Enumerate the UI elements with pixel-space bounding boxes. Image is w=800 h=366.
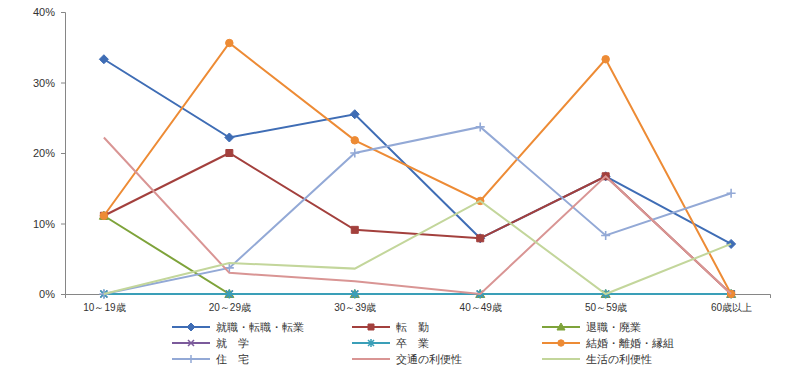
legend-label: 就 学 bbox=[216, 337, 249, 350]
marker bbox=[100, 212, 107, 219]
legend-item: 転 勤 bbox=[352, 321, 429, 334]
legend-item: 就 学 bbox=[172, 337, 249, 350]
legend: 就職・転職・転業 転 勤 退職・廃業就 学 卒 業 結婚・離婚・縁組住 宅 交通の利便性 生… bbox=[172, 321, 674, 366]
y-tick-mark bbox=[61, 153, 65, 154]
marker bbox=[477, 235, 484, 242]
y-tick-label: 20% bbox=[33, 147, 55, 159]
legend-label: 就職・転職・転業 bbox=[216, 321, 304, 334]
legend-marker bbox=[557, 323, 565, 330]
series-line bbox=[104, 137, 731, 294]
marker bbox=[727, 189, 736, 198]
marker bbox=[602, 55, 609, 62]
y-tick-label: 40% bbox=[33, 6, 55, 18]
y-tick-label: 0% bbox=[39, 288, 55, 300]
legend-line bbox=[542, 358, 580, 360]
marker bbox=[351, 137, 358, 144]
chart: 0% 10% 20% 30% 40% 10～19歳 20～29歳 30～39歳 40～49歳 50… bbox=[0, 0, 800, 366]
x-tick-label: 30～39歳 bbox=[334, 302, 376, 313]
plot-area bbox=[99, 39, 735, 298]
legend-label: 交通の利便性 bbox=[396, 353, 462, 366]
legend-label: 卒 業 bbox=[396, 337, 429, 350]
series bbox=[99, 55, 735, 249]
marker bbox=[350, 110, 359, 119]
marker bbox=[727, 239, 736, 248]
marker bbox=[351, 226, 358, 233]
marker bbox=[226, 150, 233, 157]
y-tick: 0% bbox=[39, 288, 65, 300]
legend-marker bbox=[368, 339, 374, 347]
marker bbox=[350, 149, 359, 158]
legend-marker bbox=[368, 324, 374, 330]
marker bbox=[100, 212, 107, 219]
series-line bbox=[104, 153, 731, 294]
series bbox=[100, 290, 734, 299]
x-tick-label: 50～59歳 bbox=[585, 302, 627, 313]
marker bbox=[476, 234, 485, 243]
legend-marker bbox=[187, 355, 195, 363]
legend-item: 退職・廃業 bbox=[542, 321, 641, 334]
y-tick-mark bbox=[61, 12, 65, 13]
legend-marker bbox=[188, 340, 194, 346]
series bbox=[104, 201, 731, 294]
x-axis-line bbox=[66, 295, 771, 299]
y-tick: 20% bbox=[33, 147, 65, 159]
x-tick-label: 60歳以上 bbox=[711, 302, 752, 313]
legend-item: 住 宅 bbox=[172, 353, 249, 366]
y-tick: 40% bbox=[33, 6, 65, 18]
legend-label: 転 勤 bbox=[396, 321, 429, 334]
y-tick-mark bbox=[61, 83, 65, 84]
marker bbox=[226, 290, 233, 299]
x-tick-label: 10～19歳 bbox=[83, 302, 125, 313]
series-line bbox=[104, 43, 731, 294]
series bbox=[100, 39, 735, 297]
y-tick-mark bbox=[61, 294, 65, 295]
marker bbox=[99, 55, 108, 64]
legend-marker bbox=[558, 340, 564, 346]
legend-item: 就職・転職・転業 bbox=[172, 321, 304, 334]
marker bbox=[226, 39, 233, 46]
series-line bbox=[104, 127, 731, 294]
legend-label: 生活の利便性 bbox=[586, 353, 652, 366]
legend-label: 結婚・離婚・縁組 bbox=[585, 337, 674, 350]
marker bbox=[225, 133, 234, 142]
series-line bbox=[104, 201, 731, 294]
y-tick: 30% bbox=[33, 77, 65, 89]
legend-item: 結婚・離婚・縁組 bbox=[542, 337, 674, 350]
series bbox=[99, 122, 735, 298]
y-tick-mark bbox=[61, 224, 65, 225]
x-axis: 10～19歳 20～29歳 30～39歳 40～49歳 50～59歳 60歳以上 bbox=[66, 294, 771, 313]
y-axis-line bbox=[61, 13, 66, 295]
x-tick-label: 20～29歳 bbox=[209, 302, 251, 313]
series-line bbox=[104, 293, 731, 295]
y-tick-label: 30% bbox=[33, 77, 55, 89]
marker bbox=[351, 290, 358, 299]
legend-label: 住 宅 bbox=[216, 353, 249, 366]
legend-item: 交通の利便性 bbox=[352, 353, 462, 366]
legend-line bbox=[352, 358, 390, 360]
series bbox=[104, 137, 731, 294]
series-line bbox=[104, 293, 731, 295]
y-axis: 0% 10% 20% 30% 40% bbox=[33, 6, 66, 300]
marker bbox=[601, 231, 610, 240]
y-tick: 10% bbox=[33, 218, 65, 230]
legend-item: 生活の利便性 bbox=[542, 353, 652, 366]
y-tick-label: 10% bbox=[33, 218, 55, 230]
marker bbox=[476, 122, 485, 131]
legend-label: 退職・廃業 bbox=[586, 321, 641, 334]
legend-item: 卒 業 bbox=[352, 337, 429, 350]
legend-marker bbox=[187, 323, 195, 331]
series bbox=[100, 291, 734, 298]
x-tick-label: 40～49歳 bbox=[460, 302, 502, 313]
